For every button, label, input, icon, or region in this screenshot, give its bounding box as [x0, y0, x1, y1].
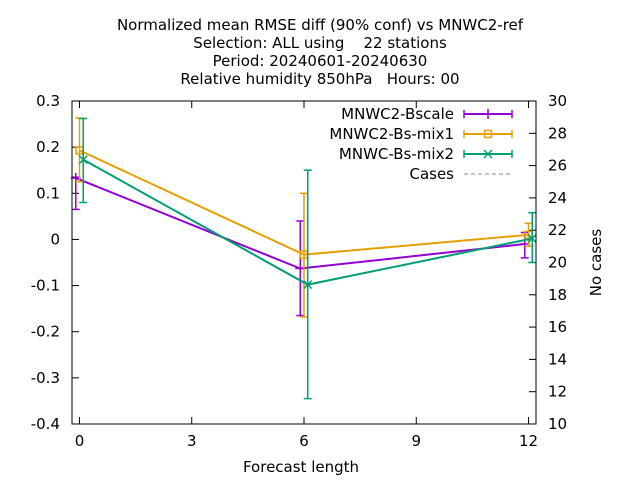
y-tick-label: 0.3: [36, 92, 60, 110]
y2-tick-label: 22: [548, 221, 567, 239]
y-tick-label: -0.2: [31, 323, 60, 341]
y2-tick-label: 28: [548, 124, 567, 142]
title-line-4: Relative humidity 850hPa Hours: 00: [180, 70, 459, 88]
axis-ticks: 0 3 6 9 12 0.3 0.2 0.1 0 -0.1 -0.2 -0.3 -0.4 30 28 26 24…: [31, 92, 567, 450]
legend: MNWC2-Bscale MNWC2-Bs-mix1 MNWC-Bs-mix2 Cas…: [329, 105, 513, 183]
plot-data: [70, 117, 537, 400]
marker-cross: [527, 233, 537, 244]
legend-entry-2: MNWC2-Bs-mix1: [329, 125, 513, 143]
x-axis-label: Forecast length: [243, 458, 359, 476]
y2-tick-label: 10: [548, 415, 567, 433]
y-tick-label: 0.1: [36, 184, 60, 202]
y2-tick-label: 30: [548, 92, 567, 110]
chart-title: Normalized mean RMSE diff (90% conf) vs …: [117, 16, 524, 88]
y2-tick-label: 24: [548, 189, 567, 207]
legend-entry-3: MNWC-Bs-mix2: [339, 145, 513, 163]
y-tick-label: -0.3: [31, 369, 60, 387]
y-tick-label: -0.1: [31, 277, 60, 295]
y2-tick-label: 12: [548, 383, 567, 401]
y2-tick-label: 16: [548, 318, 567, 336]
legend-label: MNWC-Bs-mix2: [339, 145, 454, 163]
marker-cross: [78, 155, 88, 165]
y-tick-label: 0: [50, 230, 60, 248]
x-tick-label: 3: [187, 432, 197, 450]
y2-tick-label: 18: [548, 286, 567, 304]
axis-labels: Forecast length No cases: [243, 229, 605, 476]
series-3: [78, 117, 537, 400]
legend-label: MNWC2-Bscale: [341, 105, 454, 123]
title-line-2: Selection: ALL using 22 stations: [193, 34, 447, 52]
legend-entry-1: MNWC2-Bscale: [341, 105, 513, 123]
x-tick-label: 0: [75, 432, 85, 450]
title-line-1: Normalized mean RMSE diff (90% conf) vs …: [117, 16, 524, 34]
legend-label: Cases: [409, 165, 454, 183]
y2-tick-label: 14: [548, 350, 567, 368]
title-line-3: Period: 20240601-20240630: [213, 52, 428, 70]
y2-tick-label: 26: [548, 157, 567, 175]
y2-axis-label: No cases: [587, 229, 605, 297]
marker-cross: [483, 149, 493, 159]
x-tick-label: 6: [299, 432, 309, 450]
marker-square: [483, 129, 493, 139]
y-tick-label: 0.2: [36, 138, 60, 156]
marker-cross: [303, 280, 313, 290]
legend-entry-4: Cases: [409, 165, 512, 183]
y-tick-label: -0.4: [31, 415, 60, 433]
y2-tick-label: 20: [548, 254, 567, 272]
series-2: [75, 117, 533, 318]
legend-label: MNWC2-Bs-mix1: [329, 125, 454, 143]
x-tick-label: 9: [411, 432, 421, 450]
plot-frame: [71, 100, 537, 425]
x-tick-label: 12: [519, 432, 538, 450]
series-1: [70, 173, 530, 317]
